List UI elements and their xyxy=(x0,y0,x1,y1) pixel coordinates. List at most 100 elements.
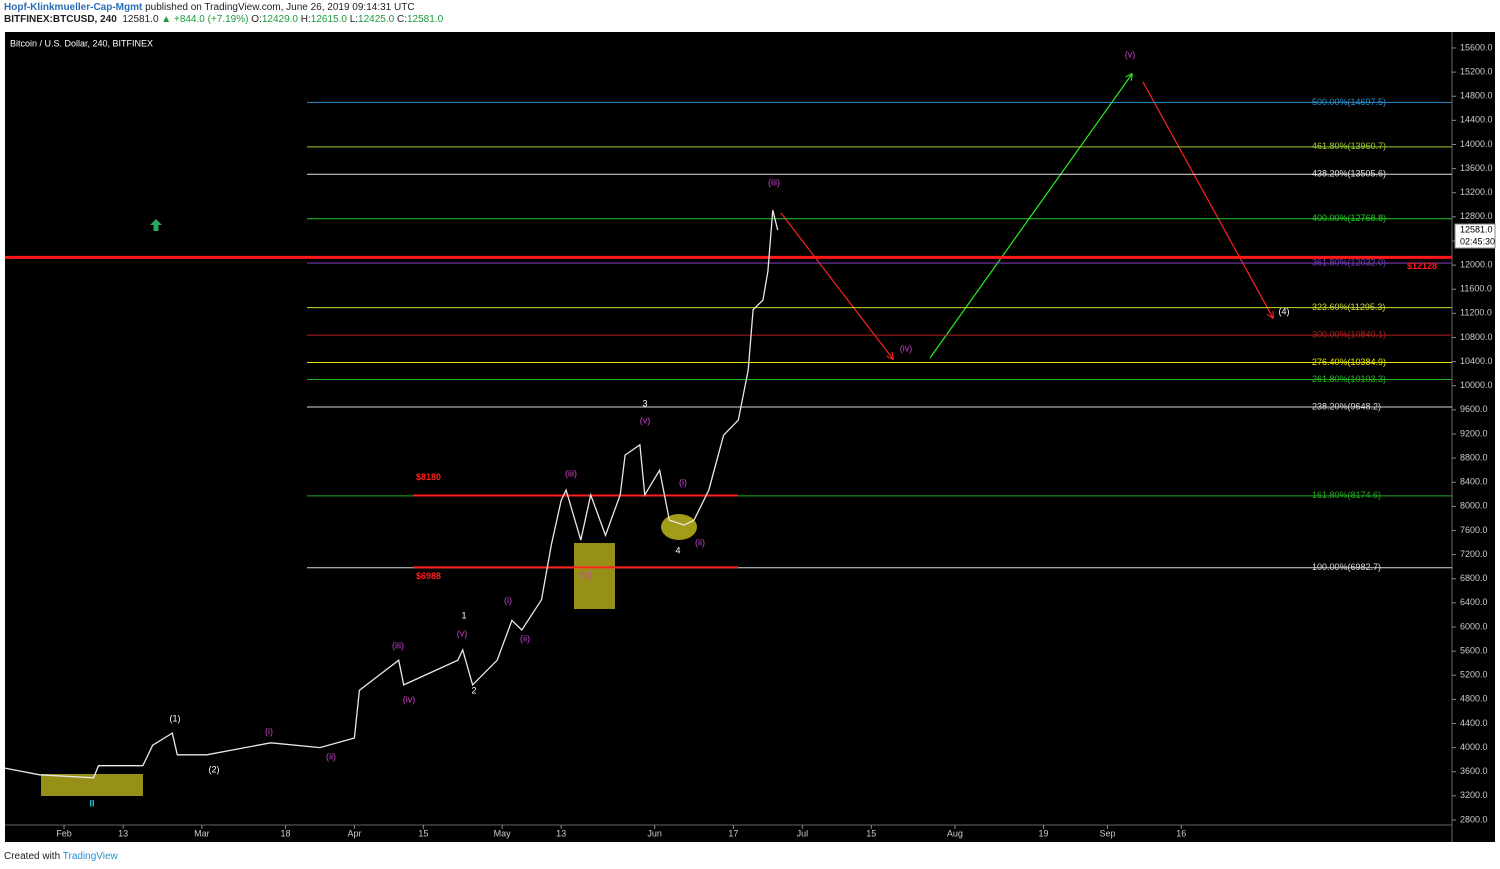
header-line: Hopf-Klinkmueller-Cap-Mgmt published on … xyxy=(4,2,443,14)
y-tick-label: 13200.0 xyxy=(1460,187,1493,197)
brand[interactable]: TradingView xyxy=(62,851,118,862)
last: 12581.0 xyxy=(122,14,159,25)
ohlc-label: L: xyxy=(349,14,359,25)
fib-label: 238.20%(9648.2) xyxy=(1312,401,1381,411)
y-tick-label: 12800.0 xyxy=(1460,211,1493,221)
x-tick-label: May xyxy=(494,828,512,838)
x-tick-label: 15 xyxy=(418,828,428,838)
x-tick-label: 15 xyxy=(866,828,876,838)
x-tick-label: 17 xyxy=(728,828,738,838)
fib-label: 261.80%(10103.3) xyxy=(1312,374,1386,384)
fib-label: 400.00%(12768.8) xyxy=(1312,213,1386,223)
ohlc-value: 12429.0 xyxy=(261,14,298,25)
y-tick-label: 5200.0 xyxy=(1460,670,1488,680)
y-tick-label: 7200.0 xyxy=(1460,549,1488,559)
wave-label: 4 xyxy=(675,545,680,555)
wave-label: (ii) xyxy=(695,537,705,547)
wave-label: (4) xyxy=(1279,306,1290,316)
y-tick-label: 9200.0 xyxy=(1460,428,1488,438)
fib-label: 300.00%(10840.1) xyxy=(1312,329,1386,339)
y-tick-label: 14000.0 xyxy=(1460,139,1493,149)
ohlc-value: 12581.0 xyxy=(406,14,444,25)
ohlc-value: 12615.0 xyxy=(310,14,347,25)
y-tick-label: 5600.0 xyxy=(1460,645,1488,655)
ohlc-value: 12425.0 xyxy=(358,14,395,25)
ohlc-label: C: xyxy=(396,14,407,25)
x-tick-label: Apr xyxy=(347,828,361,838)
highlight-box xyxy=(574,543,615,609)
wave-label: (v) xyxy=(1125,49,1136,59)
wave-label: (iv) xyxy=(580,569,593,579)
wave-label: (iv) xyxy=(403,694,416,704)
wave-label: II xyxy=(89,798,94,808)
footer: Created with TradingView xyxy=(4,851,118,862)
key-level-label: $12128 xyxy=(1407,261,1437,271)
projection-arrow xyxy=(929,74,1132,359)
y-tick-label: 3600.0 xyxy=(1460,766,1488,776)
y-tick-label: 6000.0 xyxy=(1460,621,1488,631)
wave-label: (i) xyxy=(679,477,687,487)
wave-label: (i) xyxy=(504,595,512,605)
up-arrow xyxy=(150,219,162,231)
range-label: $6988 xyxy=(416,571,441,581)
x-tick-label: 13 xyxy=(118,828,128,838)
fib-label: 276.40%(10384.9) xyxy=(1312,357,1386,367)
x-tick-label: 13 xyxy=(556,828,566,838)
y-tick-label: 4000.0 xyxy=(1460,742,1488,752)
projection-arrow xyxy=(1142,81,1273,318)
y-tick-label: 6800.0 xyxy=(1460,573,1488,583)
y-tick-label: 14800.0 xyxy=(1460,91,1493,101)
price-line xyxy=(4,210,779,779)
x-tick-label: Jun xyxy=(647,828,662,838)
y-tick-label: 15200.0 xyxy=(1460,66,1493,76)
y-tick-label: 10800.0 xyxy=(1460,332,1493,342)
price-tag xyxy=(1454,223,1496,249)
y-tick-label: 15600.0 xyxy=(1460,42,1493,52)
wave-label: (2) xyxy=(209,764,220,774)
y-tick-label: 14400.0 xyxy=(1460,115,1493,125)
fib-label: 461.80%(13960.7) xyxy=(1312,141,1386,151)
y-tick-label: 4800.0 xyxy=(1460,694,1488,704)
wave-label: (ii) xyxy=(326,751,336,761)
wave-label: (iii) xyxy=(392,640,404,650)
fib-label: 161.80%(8174.6) xyxy=(1312,490,1381,500)
wave-label: (iii) xyxy=(768,177,780,187)
y-tick-label: 8800.0 xyxy=(1460,452,1488,462)
x-tick-label: 19 xyxy=(1038,828,1048,838)
y-tick-label: 8400.0 xyxy=(1460,477,1488,487)
y-tick-label: 11600.0 xyxy=(1460,284,1492,294)
y-tick-label: 10400.0 xyxy=(1460,356,1493,366)
fib-label: 438.20%(13505.6) xyxy=(1312,169,1386,179)
x-tick-label: Sep xyxy=(1099,828,1115,838)
y-tick-label: 8000.0 xyxy=(1460,501,1488,511)
y-tick-label: 12000.0 xyxy=(1460,259,1493,269)
wave-label: (iii) xyxy=(565,468,577,478)
wave-label: (v) xyxy=(640,415,651,425)
y-tick-label: 7600.0 xyxy=(1460,525,1488,535)
range-label: $8180 xyxy=(416,472,441,482)
wave-label: 2 xyxy=(471,685,476,695)
price-tag-label: 12581.0 xyxy=(1460,224,1493,234)
x-tick-label: Feb xyxy=(56,828,72,838)
author[interactable]: Hopf-Klinkmueller-Cap-Mgmt xyxy=(4,2,143,13)
wave-label: (i) xyxy=(265,726,273,736)
fib-label: 323.60%(11295.3) xyxy=(1312,302,1385,312)
footer-text: Created with xyxy=(4,851,61,862)
y-tick-label: 11200.0 xyxy=(1460,308,1492,318)
chart-title: Bitcoin / U.S. Dollar, 240, BITFINEX xyxy=(10,38,153,48)
highlight-ellipse xyxy=(661,514,697,540)
ohlc-label: H: xyxy=(300,14,311,25)
change: ▲ +844.0 (+7.19%) xyxy=(161,14,249,25)
x-tick-label: Jul xyxy=(797,828,809,838)
y-tick-label: 13600.0 xyxy=(1460,163,1493,173)
fib-label: 500.00%(14697.5) xyxy=(1312,97,1386,107)
fib-label: 100.00%(6982.7) xyxy=(1312,562,1381,572)
y-tick-label: 6400.0 xyxy=(1460,597,1488,607)
wave-label: (1) xyxy=(170,713,181,723)
header-line: BITFINEX:BTCUSD, 240 12581.0 ▲ +844.0 (+… xyxy=(4,14,443,26)
wave-label: 1 xyxy=(461,610,466,620)
wave-label: (iv) xyxy=(900,343,913,353)
x-tick-label: 16 xyxy=(1176,828,1186,838)
y-tick-label: 3200.0 xyxy=(1460,790,1488,800)
